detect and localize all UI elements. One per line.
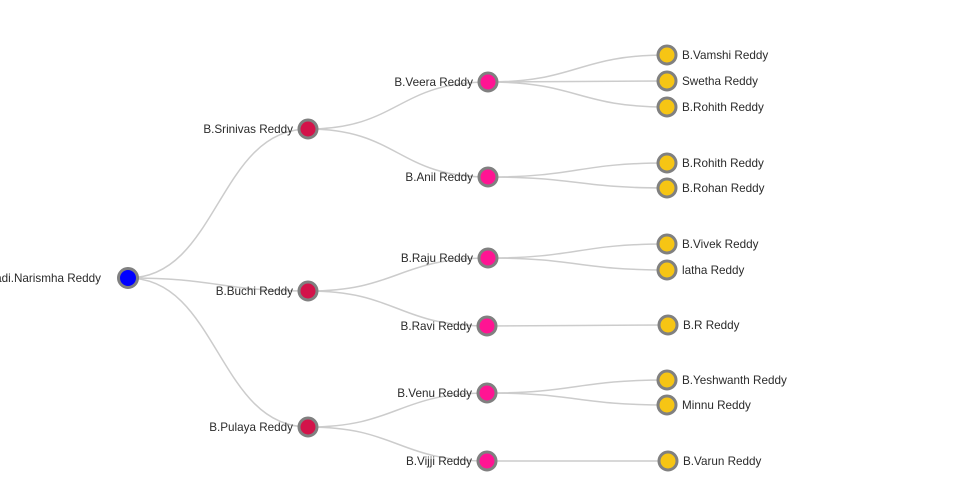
svg-text:B.Veera Reddy: B.Veera Reddy: [394, 76, 473, 89]
svg-text:B.Srinivas Reddy: B.Srinivas Reddy: [203, 123, 293, 136]
svg-text:B.Vamshi Reddy: B.Vamshi Reddy: [682, 49, 768, 62]
svg-text:B.Rohith Reddy: B.Rohith Reddy: [682, 157, 764, 170]
svg-text:B.Ravi Reddy: B.Ravi Reddy: [401, 320, 473, 333]
svg-text:B.Vijji Reddy: B.Vijji Reddy: [406, 455, 472, 468]
svg-text:latha Reddy: latha Reddy: [682, 264, 745, 277]
svg-text:B.Pulaya Reddy: B.Pulaya Reddy: [209, 421, 293, 434]
svg-text:B.Rohan Reddy: B.Rohan Reddy: [682, 182, 765, 195]
svg-text:B.Venu Reddy: B.Venu Reddy: [397, 387, 472, 400]
svg-text:B.Yeshwanth Reddy: B.Yeshwanth Reddy: [682, 374, 787, 387]
svg-text:B.Raju Reddy: B.Raju Reddy: [401, 252, 473, 265]
svg-text:Swetha Reddy: Swetha Reddy: [682, 75, 758, 88]
svg-text:B.Buchi Reddy: B.Buchi Reddy: [216, 285, 293, 298]
svg-text:Yadi.Narismha Reddy: Yadi.Narismha Reddy: [0, 272, 101, 285]
svg-text:B.Vivek Reddy: B.Vivek Reddy: [682, 238, 759, 251]
svg-text:Minnu Reddy: Minnu Reddy: [682, 399, 751, 412]
svg-text:B.R Reddy: B.R Reddy: [683, 319, 740, 332]
svg-text:B.Rohith Reddy: B.Rohith Reddy: [682, 101, 764, 114]
svg-text:B.Varun Reddy: B.Varun Reddy: [683, 455, 762, 468]
svg-text:B.Anil Reddy: B.Anil Reddy: [405, 171, 473, 184]
